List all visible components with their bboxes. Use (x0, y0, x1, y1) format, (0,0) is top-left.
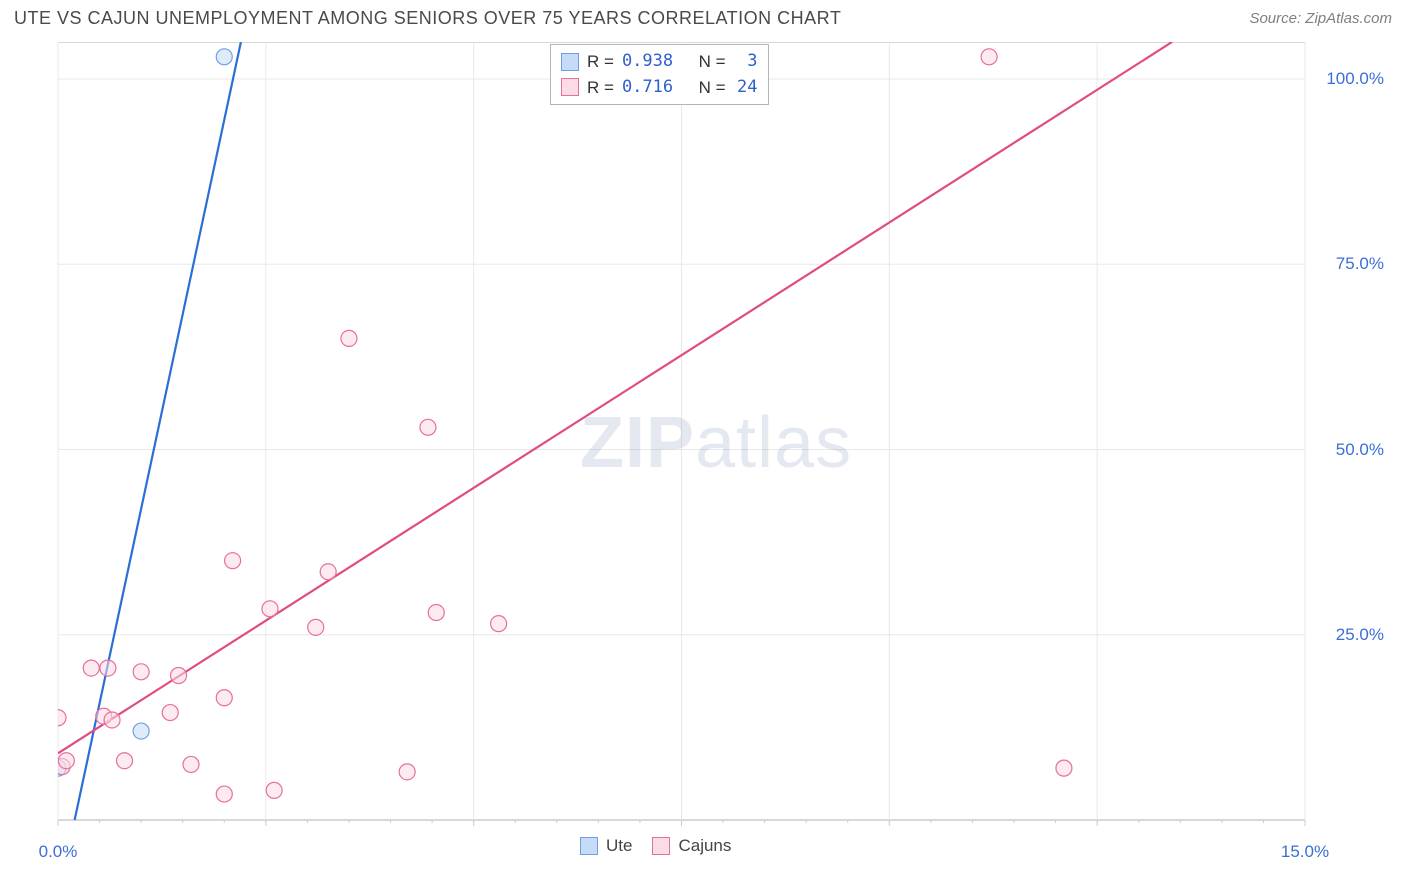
data-point (171, 668, 187, 684)
scatter-plot-svg (50, 42, 1390, 860)
series-legend-label: Cajuns (678, 836, 731, 856)
data-point (399, 764, 415, 780)
legend-r-value: 0.938 (622, 49, 673, 75)
legend-r-label: R = (587, 75, 614, 101)
x-tick-label: 15.0% (1281, 842, 1329, 862)
stats-legend-row: R = 0.938 N = 3 (561, 49, 758, 75)
x-tick-label: 0.0% (39, 842, 78, 862)
chart-source: Source: ZipAtlas.com (1249, 10, 1392, 27)
data-point (420, 419, 436, 435)
data-point (308, 619, 324, 635)
data-point (162, 705, 178, 721)
series-legend-item: Cajuns (652, 836, 731, 856)
data-point (216, 786, 232, 802)
data-point (225, 553, 241, 569)
legend-r-value: 0.716 (622, 75, 673, 101)
series-legend-item: Ute (580, 836, 632, 856)
data-point (320, 564, 336, 580)
data-point (50, 710, 66, 726)
y-tick-label: 75.0% (1336, 254, 1384, 274)
data-point (117, 753, 133, 769)
stats-legend-row: R = 0.716 N = 24 (561, 75, 758, 101)
stats-legend: R = 0.938 N = 3 R = 0.716 N = 24 (550, 44, 769, 105)
y-tick-label: 50.0% (1336, 440, 1384, 460)
data-point (133, 723, 149, 739)
data-point (183, 756, 199, 772)
data-point (981, 49, 997, 65)
legend-r-label: R = (587, 49, 614, 75)
data-point (491, 616, 507, 632)
data-point (266, 782, 282, 798)
data-point (1056, 760, 1072, 776)
data-point (428, 605, 444, 621)
data-point (216, 690, 232, 706)
series-legend: Ute Cajuns (580, 836, 731, 856)
data-point (104, 712, 120, 728)
legend-n-label: N = (699, 75, 726, 101)
data-point (341, 330, 357, 346)
series-legend-label: Ute (606, 836, 632, 856)
data-point (262, 601, 278, 617)
legend-n-value: 3 (734, 49, 758, 75)
chart-title: UTE VS CAJUN UNEMPLOYMENT AMONG SENIORS … (14, 8, 841, 29)
legend-swatch (580, 837, 598, 855)
legend-swatch (561, 53, 579, 71)
legend-swatch (561, 78, 579, 96)
chart-area: 25.0%50.0%75.0%100.0% 0.0%15.0% ZIPatlas… (50, 42, 1390, 860)
data-point (100, 660, 116, 676)
data-point (216, 49, 232, 65)
data-point (83, 660, 99, 676)
data-point (58, 753, 74, 769)
y-tick-label: 100.0% (1326, 69, 1384, 89)
legend-swatch (652, 837, 670, 855)
legend-n-value: 24 (734, 75, 758, 101)
data-point (133, 664, 149, 680)
y-tick-label: 25.0% (1336, 625, 1384, 645)
legend-n-label: N = (699, 49, 726, 75)
chart-header: UTE VS CAJUN UNEMPLOYMENT AMONG SENIORS … (0, 0, 1406, 33)
